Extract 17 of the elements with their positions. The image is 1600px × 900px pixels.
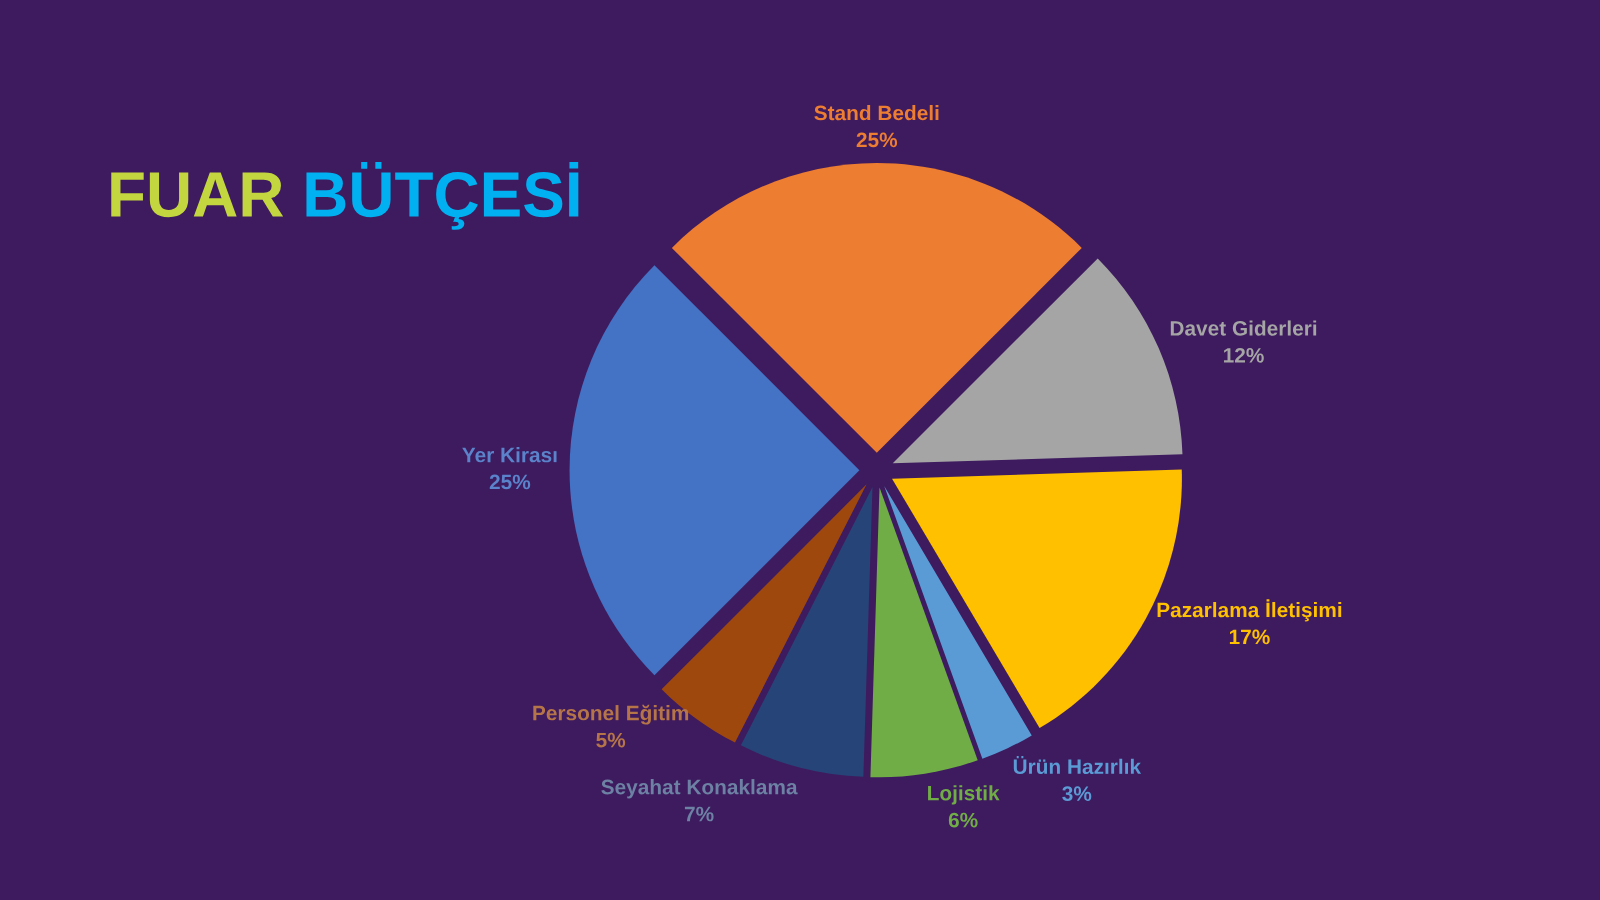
text: FUAR BÜTÇESİ [111,161,579,230]
data-label: 7% [684,806,714,822]
data-label: 17% [1229,629,1270,645]
slice-label: Ürün Hazırlık [1013,756,1142,775]
data-label: 6% [948,812,978,828]
slice-label: Davet Giderleri [1170,320,1317,336]
data-label: 3% [1062,786,1092,802]
data-label: 25% [489,474,531,490]
data-label: 12% [1223,347,1264,363]
slice-label: Pazarlama İletişimi [1157,599,1342,622]
data-label: 25% [856,132,898,148]
slice-label: Lojistik [928,785,1000,805]
slice-label: Stand Bedeli [814,105,939,121]
slice-label: Personel Eğitim [533,704,689,725]
data-label: 5% [596,732,626,748]
slice-label: Yer Kirası [462,447,557,463]
slice-label: Seyahat Konaklama [601,779,798,799]
